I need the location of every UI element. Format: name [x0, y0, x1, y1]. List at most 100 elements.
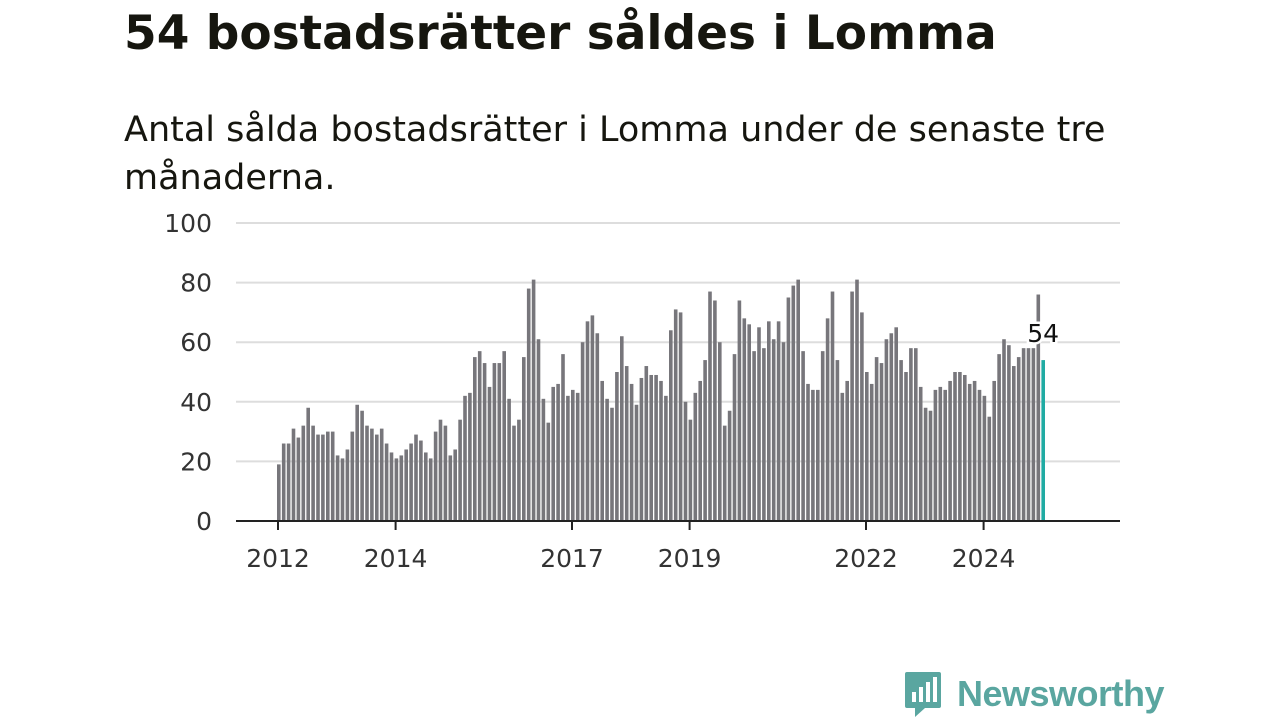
- bar: [1036, 294, 1041, 521]
- bar: [301, 425, 306, 521]
- bar: [326, 431, 330, 521]
- bar: [825, 318, 830, 521]
- bar: [610, 407, 614, 521]
- bar: [801, 351, 805, 521]
- bar: [752, 351, 756, 521]
- bar: [561, 354, 565, 521]
- bar: [865, 372, 869, 521]
- bar: [664, 395, 668, 521]
- highlight-value-label: 54: [1027, 319, 1059, 348]
- y-tick-label: 60: [180, 328, 212, 357]
- bar: [409, 443, 413, 521]
- bar: [727, 410, 732, 521]
- bar: [703, 360, 707, 521]
- bar: [747, 324, 751, 521]
- bar: [997, 354, 1001, 521]
- bar: [340, 458, 345, 521]
- bar: [477, 351, 482, 521]
- bar: [424, 452, 428, 521]
- bar: [497, 363, 502, 521]
- bar: [713, 300, 717, 521]
- bar: [654, 374, 658, 521]
- bar: [296, 437, 301, 521]
- bar: [277, 464, 281, 521]
- bar: [590, 315, 595, 521]
- bar: [345, 449, 350, 521]
- bar: [433, 431, 438, 521]
- bar: [673, 309, 678, 521]
- bar: [963, 374, 967, 521]
- bar: [355, 404, 359, 521]
- bar: [943, 389, 947, 521]
- bar: [762, 348, 766, 521]
- newsworthy-logo: Newsworthy: [903, 670, 1165, 718]
- x-tick-label: 2012: [246, 544, 310, 573]
- bar: [350, 431, 355, 521]
- bars: [277, 279, 1045, 521]
- page-title: 54 bostadsrätter såldes i Lomma: [124, 6, 997, 61]
- bar: [389, 452, 394, 521]
- bar: [982, 395, 987, 521]
- bar: [948, 380, 952, 521]
- bar: [512, 425, 516, 521]
- bar: [463, 395, 467, 521]
- bar: [595, 333, 600, 521]
- bar: [781, 342, 786, 521]
- bar: [526, 288, 531, 521]
- bar: [556, 383, 560, 521]
- bar: [1007, 345, 1011, 521]
- bar: [335, 455, 340, 521]
- bar: [438, 419, 443, 521]
- bar: [575, 392, 580, 521]
- bar: [585, 321, 590, 521]
- bar: [600, 380, 604, 521]
- bar: [776, 321, 781, 521]
- x-tick-label: 2022: [834, 544, 898, 573]
- bar: [845, 380, 849, 521]
- bar: [722, 425, 727, 521]
- bar: [737, 300, 742, 521]
- bar: [972, 380, 977, 521]
- bar: [428, 458, 433, 521]
- bar: [507, 398, 511, 521]
- bar: [977, 389, 982, 521]
- bar: [771, 339, 776, 521]
- bar: [816, 389, 820, 521]
- bar: [517, 419, 521, 521]
- bar: [306, 407, 310, 521]
- bar: [835, 360, 840, 521]
- bar: [1002, 339, 1006, 521]
- bar: [615, 372, 619, 521]
- bar: [909, 348, 913, 521]
- bar: [522, 357, 526, 521]
- bar: [914, 348, 918, 521]
- bar: [1021, 348, 1026, 521]
- x-tick-label: 2017: [540, 544, 604, 573]
- bar: [399, 455, 404, 521]
- brand-name: Newsworthy: [957, 673, 1165, 714]
- gridlines: [236, 222, 1120, 463]
- bar: [551, 386, 555, 521]
- newsworthy-logo-icon: [905, 672, 941, 717]
- bar: [953, 372, 957, 521]
- bar: [536, 339, 541, 521]
- bar: [830, 291, 835, 521]
- bar: [938, 386, 943, 521]
- bar: [620, 336, 624, 521]
- bar: [566, 395, 570, 521]
- page-subtitle: Antal sålda bostadsrätter i Lomma under …: [124, 110, 1106, 198]
- bar: [1016, 357, 1021, 521]
- bar: [708, 291, 712, 521]
- bar: [1026, 348, 1031, 521]
- bar: [468, 392, 472, 521]
- bar: [683, 401, 688, 521]
- bar: [918, 386, 923, 521]
- y-tick-label: 0: [196, 507, 212, 536]
- bar: [281, 443, 286, 521]
- bar: [899, 360, 903, 521]
- y-tick-label: 80: [180, 269, 212, 298]
- bar: [967, 383, 972, 521]
- bar: [311, 425, 315, 521]
- bar: [688, 419, 693, 521]
- bar: [473, 357, 477, 521]
